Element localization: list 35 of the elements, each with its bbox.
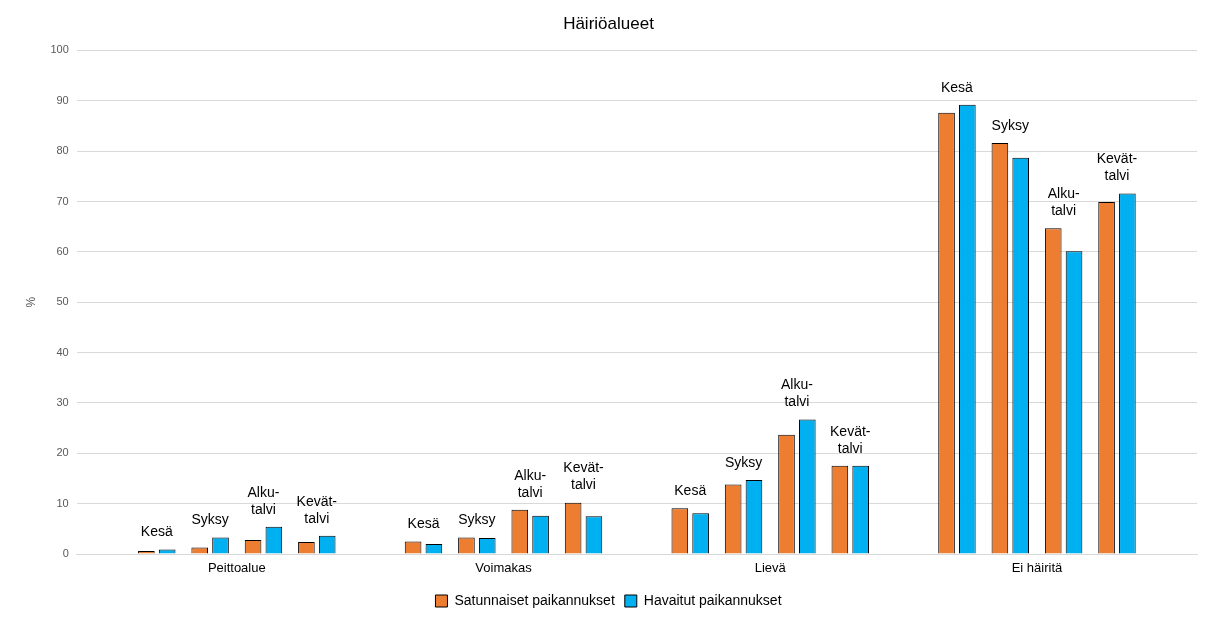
x-tick-label: Kesä	[407, 515, 440, 532]
text: Lievä	[754, 560, 787, 576]
y-tick-label: 0	[62, 547, 69, 560]
x-tick-label: Kesä	[140, 523, 173, 540]
x-tick-label: Kevät-talvi	[1096, 150, 1138, 184]
x-tick-label: Kevät-talvi	[296, 492, 338, 526]
text: Ei häiritä	[1011, 560, 1064, 576]
x-tick-label: Kevät-talvi	[830, 422, 871, 456]
legend-label: Havaitut paikannukset	[643, 591, 782, 608]
y-axis-title: %	[23, 296, 38, 308]
y-tick-label: 40	[56, 345, 69, 358]
x-tick-label: Syksy	[458, 511, 496, 528]
x-tick-label: Alku-talvi	[514, 466, 547, 500]
x-tick-label: Syksy	[724, 453, 763, 470]
text: Peittoalue	[207, 560, 266, 576]
y-tick-label: 70	[56, 194, 69, 207]
x-tick-label: Kesä	[940, 78, 974, 95]
y-tick-label: 50	[56, 295, 69, 308]
x-tick-label: Alku-talvi	[780, 376, 814, 410]
text: Voimakas	[475, 560, 533, 576]
y-tick-label: 80	[56, 144, 69, 157]
legend-label: Satunnaiset paikannukset	[454, 591, 615, 608]
y-tick-label: 60	[56, 244, 69, 257]
y-tick-label: 100	[50, 43, 69, 56]
chart-title: Häiriöalueet	[563, 13, 655, 33]
y-tick-label: 20	[56, 446, 69, 459]
x-tick-label: Alku-talvi	[1047, 185, 1080, 219]
x-tick-label: Kevät-talvi	[563, 459, 605, 493]
x-tick-label: Alku-talvi	[247, 483, 280, 517]
y-tick-label: 30	[56, 395, 69, 408]
x-tick-label: Syksy	[991, 116, 1029, 133]
x-tick-label: Kesä	[674, 482, 707, 499]
y-tick-label: 10	[56, 496, 69, 509]
x-tick-label: Syksy	[191, 511, 229, 528]
y-tick-label: 90	[56, 93, 69, 106]
